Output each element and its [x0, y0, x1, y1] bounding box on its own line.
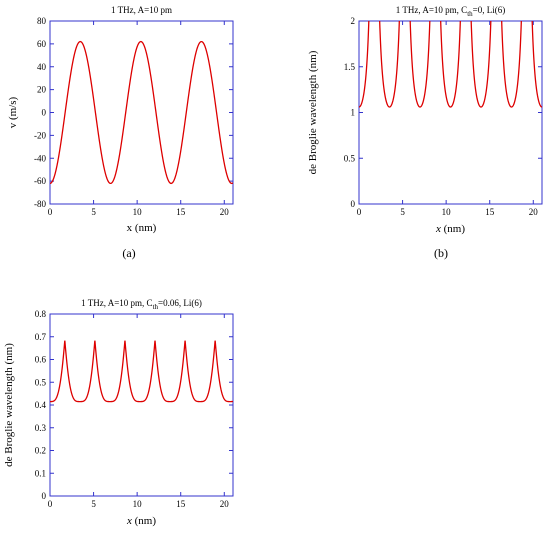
- chart-title: 1 THz, A=10 pm, Cth=0, Li(6): [396, 5, 505, 18]
- y-tick-label: 0: [351, 199, 356, 209]
- y-tick-label: 0: [42, 108, 47, 118]
- x-tick-label: 0: [357, 207, 362, 217]
- y-tick-label: 0: [42, 491, 47, 501]
- chart-title-part: 1 THz, A=10 pm, C: [81, 298, 152, 308]
- y-tick-label: 0.5: [344, 153, 356, 163]
- x-axis-label-var: x: [126, 515, 132, 527]
- y-axis-label: de Broglie wavelength (nm): [3, 343, 15, 467]
- series-line: [50, 40, 233, 185]
- y-tick-label: 1.5: [344, 62, 356, 72]
- x-axis-label-unit: (nm): [132, 515, 156, 527]
- x-axis-label: x (nm): [126, 515, 156, 527]
- y-tick-label: 20: [37, 85, 47, 95]
- y-tick-label: 0.4: [35, 400, 47, 410]
- x-axis-label-var: x: [435, 223, 441, 235]
- chart-panel-1: 0 5 10 15 20 -80 -60 -40 -20 0 20 40 60 80 1 THz, A=10…: [7, 5, 234, 260]
- x-axis-label-unit: (nm): [441, 223, 465, 235]
- y-tick-label: 0.8: [35, 309, 47, 319]
- x-tick-label: 0: [48, 499, 53, 509]
- y-tick-label: 40: [37, 62, 47, 72]
- chart-panel-2: 0 5 10 15 20 0 0.5 1 1.5 2 1 THz, A=10 pm, Cth=0, …: [307, 5, 543, 260]
- y-tick-label: -20: [34, 130, 46, 140]
- y-tick-label: 80: [37, 16, 47, 26]
- panel-label: (b): [434, 246, 448, 260]
- y-tick-label: 0.1: [35, 468, 46, 478]
- x-tick-label: 5: [91, 499, 96, 509]
- y-tick-label: -80: [34, 199, 46, 209]
- chart-title-part: 1 THz, A=10 pm, C: [396, 5, 467, 15]
- chart-title: 1 THz, A=10 pm: [111, 5, 172, 15]
- y-tick-label: 0.3: [35, 423, 47, 433]
- chart-title-subscript: th: [153, 303, 159, 311]
- x-tick-label: 15: [176, 499, 186, 509]
- plot-frame: [358, 20, 543, 205]
- series-line: [359, 21, 542, 108]
- chart-title-part: =0.06, Li(6): [158, 298, 202, 308]
- x-tick-label: 20: [220, 499, 230, 509]
- y-tick-label: 0.2: [35, 446, 46, 456]
- x-axis-label: x (nm): [127, 222, 157, 234]
- panel-label: (a): [122, 246, 135, 260]
- x-tick-label: 10: [133, 207, 143, 217]
- x-tick-label: 20: [529, 207, 539, 217]
- y-tick-label: 60: [37, 39, 47, 49]
- chart-title-subscript: th: [467, 10, 473, 18]
- chart-panel-3: 0 5 10 15 20 0 0.1 0.2 0.3 0.4 0.5 0.6 0.7 0.8 1 THz, …: [3, 298, 234, 527]
- x-tick-label: 0: [48, 207, 53, 217]
- y-tick-label: 0.5: [35, 377, 47, 387]
- y-tick-label: 2: [351, 16, 356, 26]
- x-tick-label: 10: [133, 499, 143, 509]
- x-tick-label: 5: [400, 207, 405, 217]
- x-tick-label: 15: [176, 207, 186, 217]
- y-tick-label: -40: [34, 153, 46, 163]
- x-tick-label: 15: [485, 207, 495, 217]
- y-tick-label: 1: [351, 108, 356, 118]
- y-tick-label: 0.6: [35, 355, 47, 365]
- chart-title: 1 THz, A=10 pm, Cth=0.06, Li(6): [81, 298, 202, 311]
- plot-frame: [49, 313, 234, 497]
- series-line: [50, 340, 233, 403]
- y-tick-label: 0.7: [35, 332, 47, 342]
- x-axis-label: x (nm): [435, 223, 465, 235]
- x-tick-label: 20: [220, 207, 230, 217]
- x-tick-label: 10: [442, 207, 452, 217]
- y-tick-label: -60: [34, 176, 46, 186]
- y-axis-label: de Broglie wavelength (nm): [307, 50, 319, 174]
- chart-title-part: =0, Li(6): [473, 5, 506, 15]
- y-axis-label: v (m/s): [7, 96, 19, 128]
- x-tick-label: 5: [91, 207, 96, 217]
